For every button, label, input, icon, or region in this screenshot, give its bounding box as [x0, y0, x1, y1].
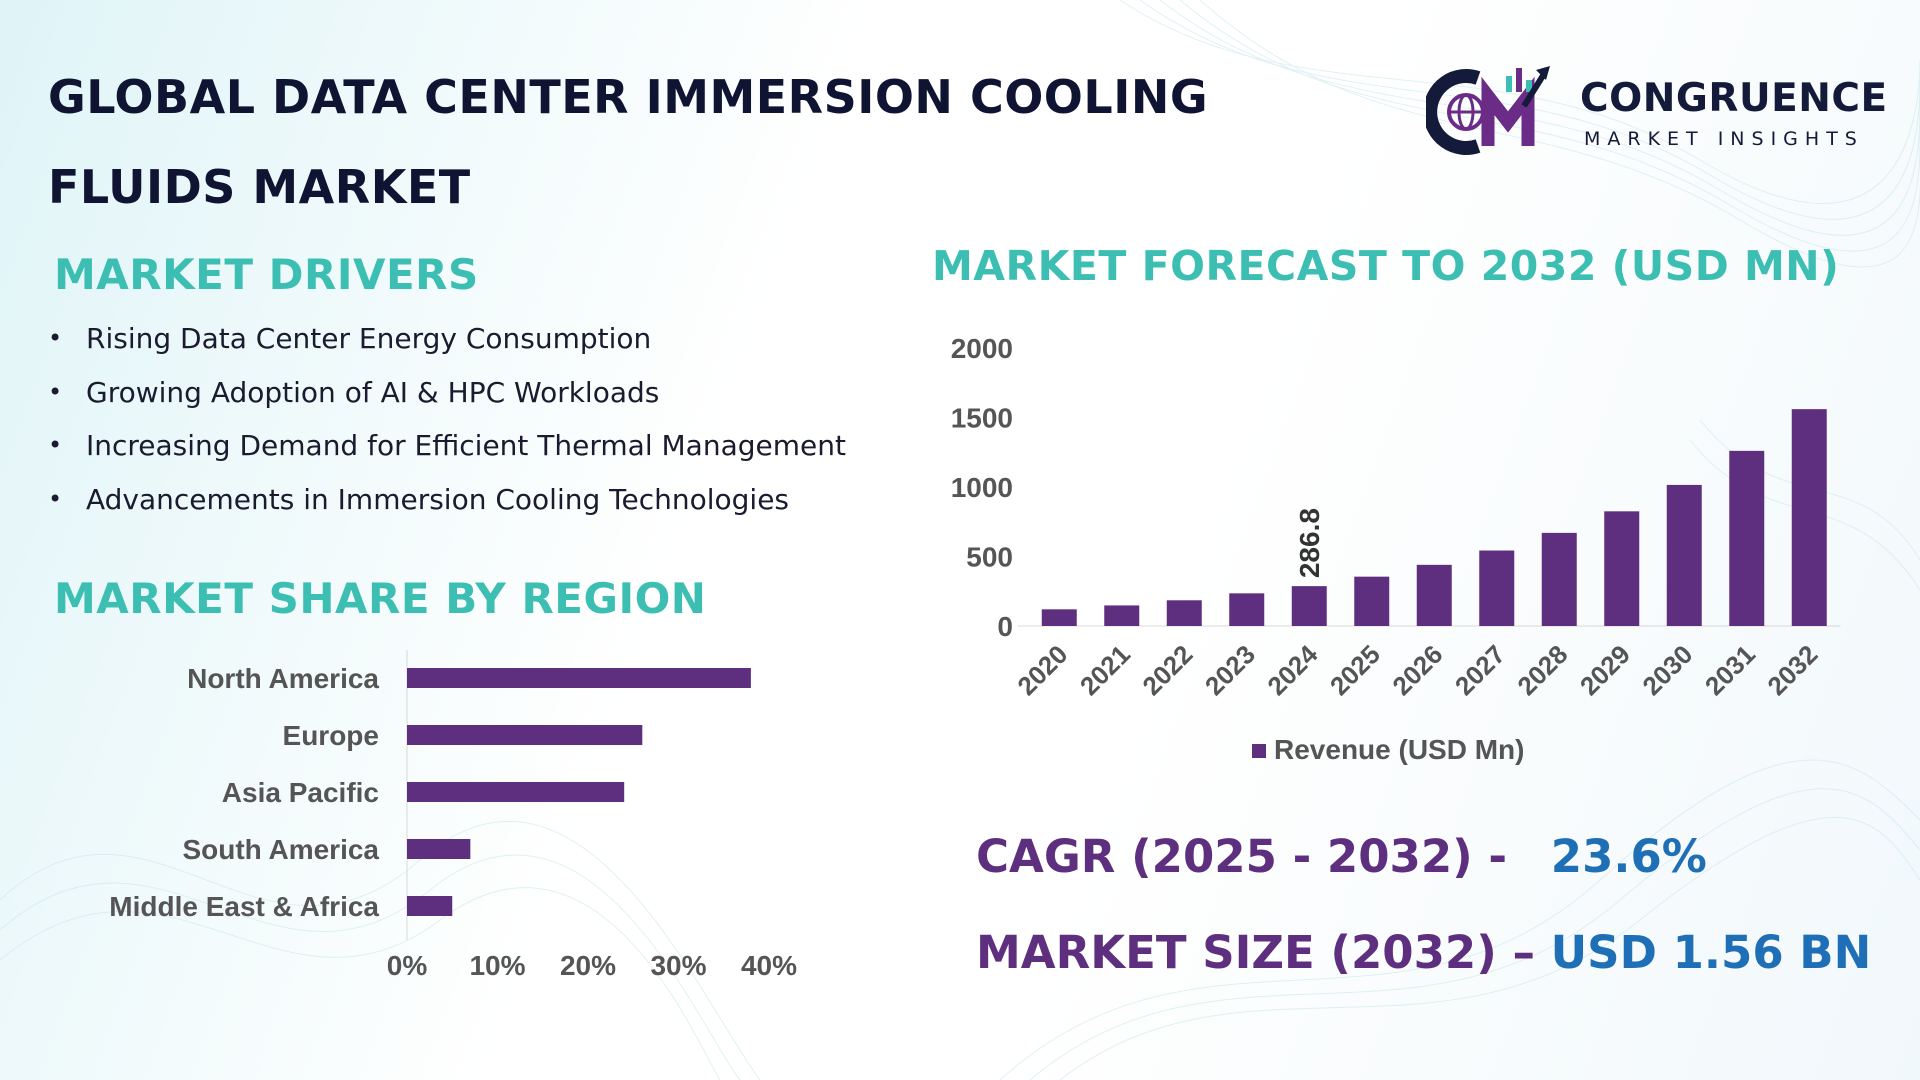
forecast-x-tick: 2021: [1074, 639, 1136, 701]
forecast-bar: [1354, 576, 1390, 626]
forecast-x-tick: 2024: [1261, 639, 1323, 701]
forecast-y-tick: 500: [966, 542, 1013, 573]
forecast-x-tick: 2023: [1199, 639, 1261, 701]
forecast-bar: [1729, 450, 1765, 626]
region-x-tick: 30%: [650, 950, 706, 981]
forecast-bar-chart: 0 500 1000 1500 2000 2020 2021 2022 2023 2024 286.…: [951, 333, 1841, 765]
cagr-stat: CAGR (2025 - 2032) - 23.6%: [976, 830, 1707, 883]
region-category-label: North America: [187, 663, 379, 694]
forecast-y-tick: 1500: [951, 403, 1013, 434]
region-category-label: Middle East & Africa: [109, 891, 379, 922]
forecast-x-tick: 2022: [1136, 639, 1198, 701]
forecast-x-tick: 2026: [1386, 639, 1448, 701]
region-bar: [407, 725, 643, 745]
drivers-list: Rising Data Center Energy Consumption Gr…: [48, 312, 846, 526]
forecast-bar: [1291, 586, 1327, 626]
region-x-tick: 0%: [387, 950, 428, 981]
forecast-x-tick: 2032: [1761, 639, 1823, 701]
forecast-bar: [1666, 484, 1702, 626]
forecast-heading: MARKET FORECAST TO 2032 (USD MN): [932, 242, 1840, 290]
forecast-y-tick: 0: [997, 611, 1013, 642]
forecast-bar: [1541, 532, 1577, 626]
driver-item: Increasing Demand for Efficient Thermal …: [48, 419, 846, 473]
logo-name: CONGRUENCE: [1580, 76, 1888, 121]
forecast-data-label: 286.8: [1294, 508, 1325, 578]
region-category-label: Asia Pacific: [222, 777, 379, 808]
forecast-bar: [1166, 600, 1202, 626]
forecast-x-tick: 2025: [1324, 639, 1386, 701]
page-title: GLOBAL DATA CENTER IMMERSION COOLING FLU…: [48, 52, 1308, 232]
page-title-line-1: GLOBAL DATA CENTER IMMERSION COOLING: [48, 70, 1209, 124]
logo-tagline: MARKET INSIGHTS: [1584, 128, 1864, 150]
market-size-value: USD 1.56 BN: [1550, 926, 1872, 979]
region-x-tick: 20%: [560, 950, 616, 981]
driver-item: Advancements in Immersion Cooling Techno…: [48, 473, 846, 527]
region-bar: [407, 668, 751, 688]
cagr-label: CAGR (2025 - 2032) -: [976, 830, 1508, 883]
forecast-x-tick: 2028: [1511, 639, 1573, 701]
driver-item: Rising Data Center Energy Consumption: [48, 312, 846, 366]
region-category-label: Europe: [283, 720, 379, 751]
forecast-x-tick: 2020: [1011, 639, 1073, 701]
legend-swatch: [1252, 744, 1266, 758]
region-heading: MARKET SHARE BY REGION: [54, 574, 707, 623]
region-x-tick: 40%: [741, 950, 797, 981]
market-size-label: MARKET SIZE (2032) –: [976, 926, 1535, 979]
forecast-x-tick: 2031: [1699, 639, 1761, 701]
drivers-heading: MARKET DRIVERS: [54, 250, 479, 299]
region-bar: [407, 896, 453, 916]
forecast-bar: [1604, 511, 1640, 626]
forecast-y-tick: 2000: [951, 333, 1013, 364]
region-x-tick: 10%: [469, 950, 525, 981]
cagr-value: 23.6%: [1550, 830, 1707, 883]
region-bar: [407, 782, 625, 802]
page-title-line-2: FLUIDS MARKET: [48, 160, 471, 214]
region-bar-chart: North America Europe Asia Pacific South Ame…: [109, 650, 797, 981]
forecast-x-tick: 2027: [1449, 639, 1511, 701]
logo-mark-icon: [1423, 66, 1550, 155]
brand-logo: CONGRUENCE MARKET INSIGHTS: [1423, 56, 1896, 156]
forecast-bar: [1041, 609, 1077, 626]
driver-item: Growing Adoption of AI & HPC Workloads: [48, 366, 846, 420]
forecast-y-tick: 1000: [951, 472, 1013, 503]
forecast-bar: [1104, 605, 1140, 626]
forecast-bar: [1416, 564, 1452, 626]
market-size-stat: MARKET SIZE (2032) – USD 1.56 BN: [976, 926, 1871, 979]
forecast-x-tick: 2030: [1636, 639, 1698, 701]
forecast-bar: [1479, 550, 1515, 626]
forecast-bar: [1229, 593, 1265, 626]
region-bar: [407, 839, 471, 859]
forecast-bar: [1791, 409, 1827, 626]
legend-label: Revenue (USD Mn): [1274, 734, 1524, 765]
forecast-x-tick: 2029: [1574, 639, 1636, 701]
region-category-label: South America: [182, 834, 379, 865]
